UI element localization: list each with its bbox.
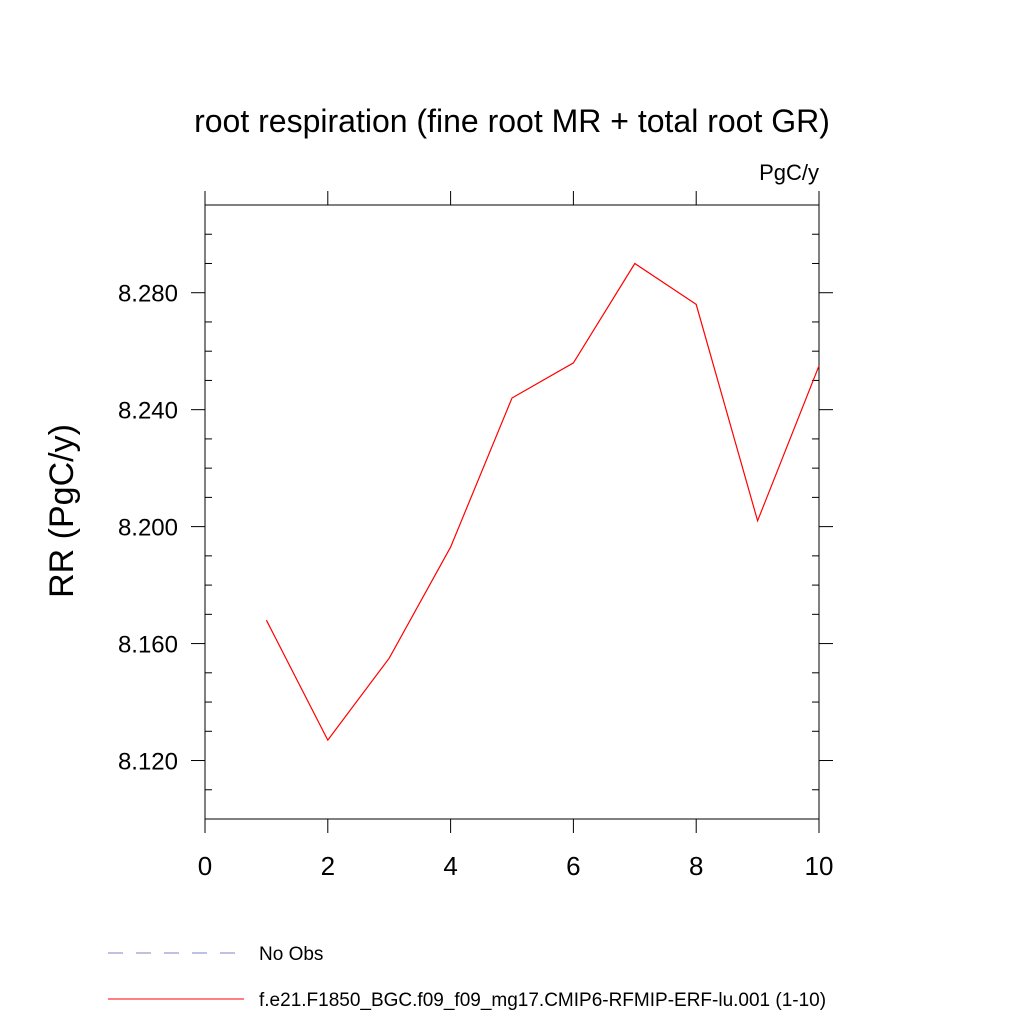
legend: No Obs f.e21.F1850_BGC.f09_f09_mg17.CMIP6…	[108, 944, 826, 1011]
y-tick-label: 8.120	[118, 749, 178, 776]
x-tick-label: 4	[443, 851, 457, 881]
y-axis-ticks: 8.120 8.160 8.200 8.240 8.280	[118, 204, 833, 820]
y-tick-label: 8.200	[118, 515, 178, 542]
x-tick-label: 8	[689, 851, 703, 881]
x-tick-label: 0	[198, 851, 212, 881]
x-axis-ticks: 0 2 4 6 8 10	[198, 191, 834, 881]
y-tick-label: 8.240	[118, 398, 178, 425]
x-tick-label: 6	[566, 851, 580, 881]
x-tick-label: 2	[321, 851, 335, 881]
legend-label: No Obs	[259, 944, 323, 965]
y-tick-label: 8.160	[118, 632, 178, 659]
y-axis-label: RR (PgC/y)	[43, 424, 81, 598]
y-tick-label: 8.280	[118, 281, 178, 308]
x-tick-label: 10	[805, 851, 834, 881]
units-label: PgC/y	[759, 160, 819, 185]
series-layer	[265, 262, 820, 742]
plot-frame	[204, 204, 820, 820]
series-line	[265, 262, 820, 742]
legend-label: f.e21.F1850_BGC.f09_f09_mg17.CMIP6-RFMIP…	[259, 990, 826, 1011]
chart-title: root respiration (fine root MR + total r…	[194, 103, 830, 139]
